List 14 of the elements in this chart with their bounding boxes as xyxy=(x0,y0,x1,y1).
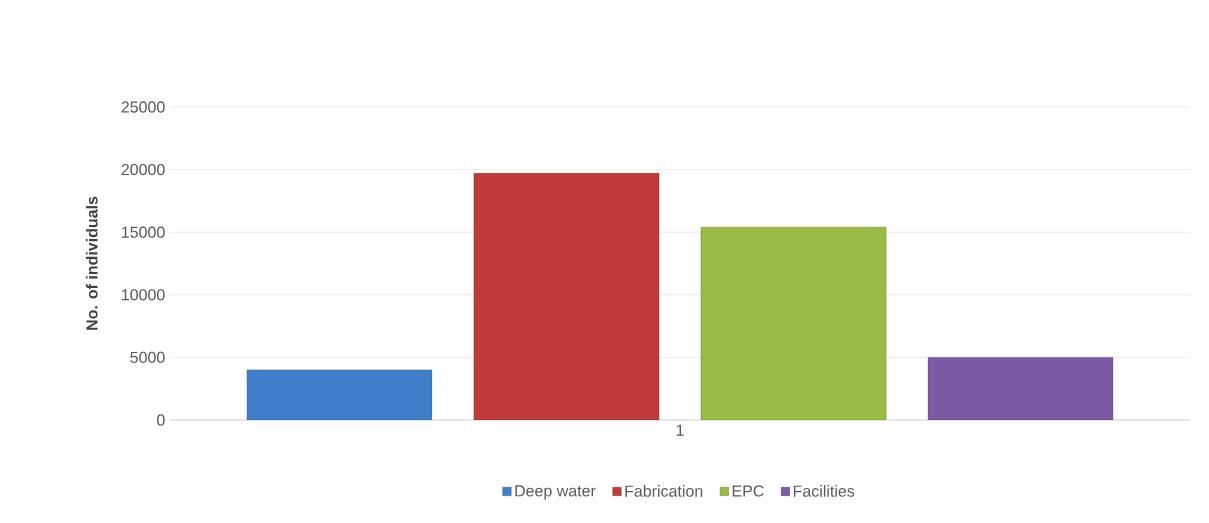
y-tick-label: 0 xyxy=(157,414,165,426)
y-tick-label: 15000 xyxy=(122,226,165,238)
legend-label: EPC xyxy=(732,485,764,497)
legend-label: Fabrication xyxy=(625,485,703,497)
legend-label: Deep water xyxy=(515,485,596,500)
y-tick-label: 5000 xyxy=(130,351,165,364)
y-tick-label: 25000 xyxy=(121,101,165,113)
y-tick-label: 20000 xyxy=(121,163,165,176)
x-tick-label: 1 xyxy=(676,424,684,436)
bar xyxy=(246,369,433,420)
y-axis-title: No. of individuals xyxy=(85,196,98,330)
y-tick-label: 10000 xyxy=(122,289,165,301)
bar xyxy=(700,226,887,420)
legend-label: Facilities xyxy=(793,485,855,497)
